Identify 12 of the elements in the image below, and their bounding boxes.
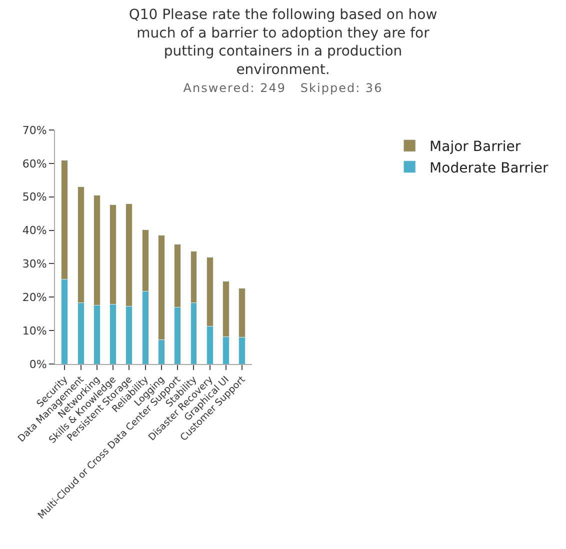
- text: Answered: 249 Skipped: 36: [183, 81, 383, 96]
- y-tick-label: 10%: [22, 324, 47, 338]
- y-tick-label: 30%: [22, 258, 47, 271]
- legend-label: Moderate Barrier: [430, 160, 549, 176]
- y-tick-label: 50%: [22, 190, 47, 204]
- y-tick-label: 40%: [22, 224, 47, 238]
- text: Q10 Please rate the following based on how much of a barrier to adoption they are for putting containers in a production environment.: [128, 7, 438, 78]
- legend-label: Major Barrier: [430, 139, 521, 156]
- y-tick-label: 70%: [22, 124, 47, 137]
- y-tick-label: 60%: [22, 157, 47, 170]
- y-tick-label: 20%: [22, 290, 47, 304]
- y-tick-label: 0%: [29, 358, 47, 371]
